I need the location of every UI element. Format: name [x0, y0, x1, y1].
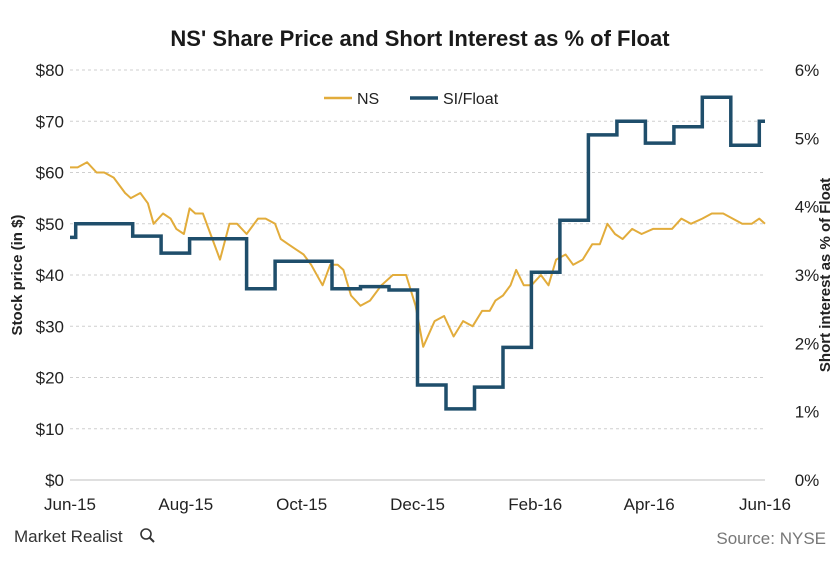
y-axis-right: 0% 1% 2% 3% 4% 5% 6% — [795, 61, 820, 490]
y-left-tick-label: $0 — [45, 471, 64, 490]
series-lines — [70, 95, 766, 411]
y-right-tick-label: 3% — [795, 266, 820, 285]
y-left-tick-label: $10 — [36, 420, 64, 439]
chart-title: NS' Share Price and Short Interest as % … — [170, 26, 670, 51]
y-left-tick-label: $30 — [36, 317, 64, 336]
y-right-tick-label: 5% — [795, 129, 820, 148]
y-right-tick-label: 4% — [795, 198, 820, 217]
y-right-tick-label: 6% — [795, 61, 820, 80]
y-left-tick-label: $40 — [36, 266, 64, 285]
y-right-tick-label: 1% — [795, 403, 820, 422]
legend-label-si-float: SI/Float — [443, 91, 499, 108]
y-axis-right-label: Short interest as % of Float — [817, 178, 834, 372]
magnifier-icon — [140, 528, 155, 543]
y-left-tick-label: $70 — [36, 112, 64, 131]
x-tick-label: Aug-15 — [158, 495, 213, 514]
x-tick-label: Feb-16 — [508, 495, 562, 514]
y-left-tick-label: $20 — [36, 369, 64, 388]
x-tick-label: Oct-15 — [276, 495, 327, 514]
x-tick-label: Apr-16 — [624, 495, 675, 514]
series-line-si-float — [70, 95, 765, 411]
x-tick-label: Jun-15 — [44, 495, 96, 514]
y-left-tick-label: $60 — [36, 164, 64, 183]
y-axis-left: $0 $10 $20 $30 $40 $50 $60 $70 $80 — [36, 61, 64, 490]
brand-logo: Market Realist — [14, 527, 155, 546]
legend-label-ns: NS — [357, 91, 379, 108]
y-right-tick-label: 2% — [795, 334, 820, 353]
y-right-tick-label: 0% — [795, 471, 820, 490]
x-tick-label: Jun-16 — [739, 495, 791, 514]
y-left-tick-label: $80 — [36, 61, 64, 80]
y-left-tick-label: $50 — [36, 215, 64, 234]
source-note: Source: NYSE — [716, 529, 826, 548]
x-axis: Jun-15 Aug-15 Oct-15 Dec-15 Feb-16 Apr-16 Jun-… — [44, 479, 791, 514]
y-axis-left-label: Stock price (in $) — [9, 215, 26, 336]
legend: NS SI/Float — [324, 91, 499, 108]
x-tick-label: Dec-15 — [390, 495, 445, 514]
brand-name: Market Realist — [14, 527, 123, 546]
